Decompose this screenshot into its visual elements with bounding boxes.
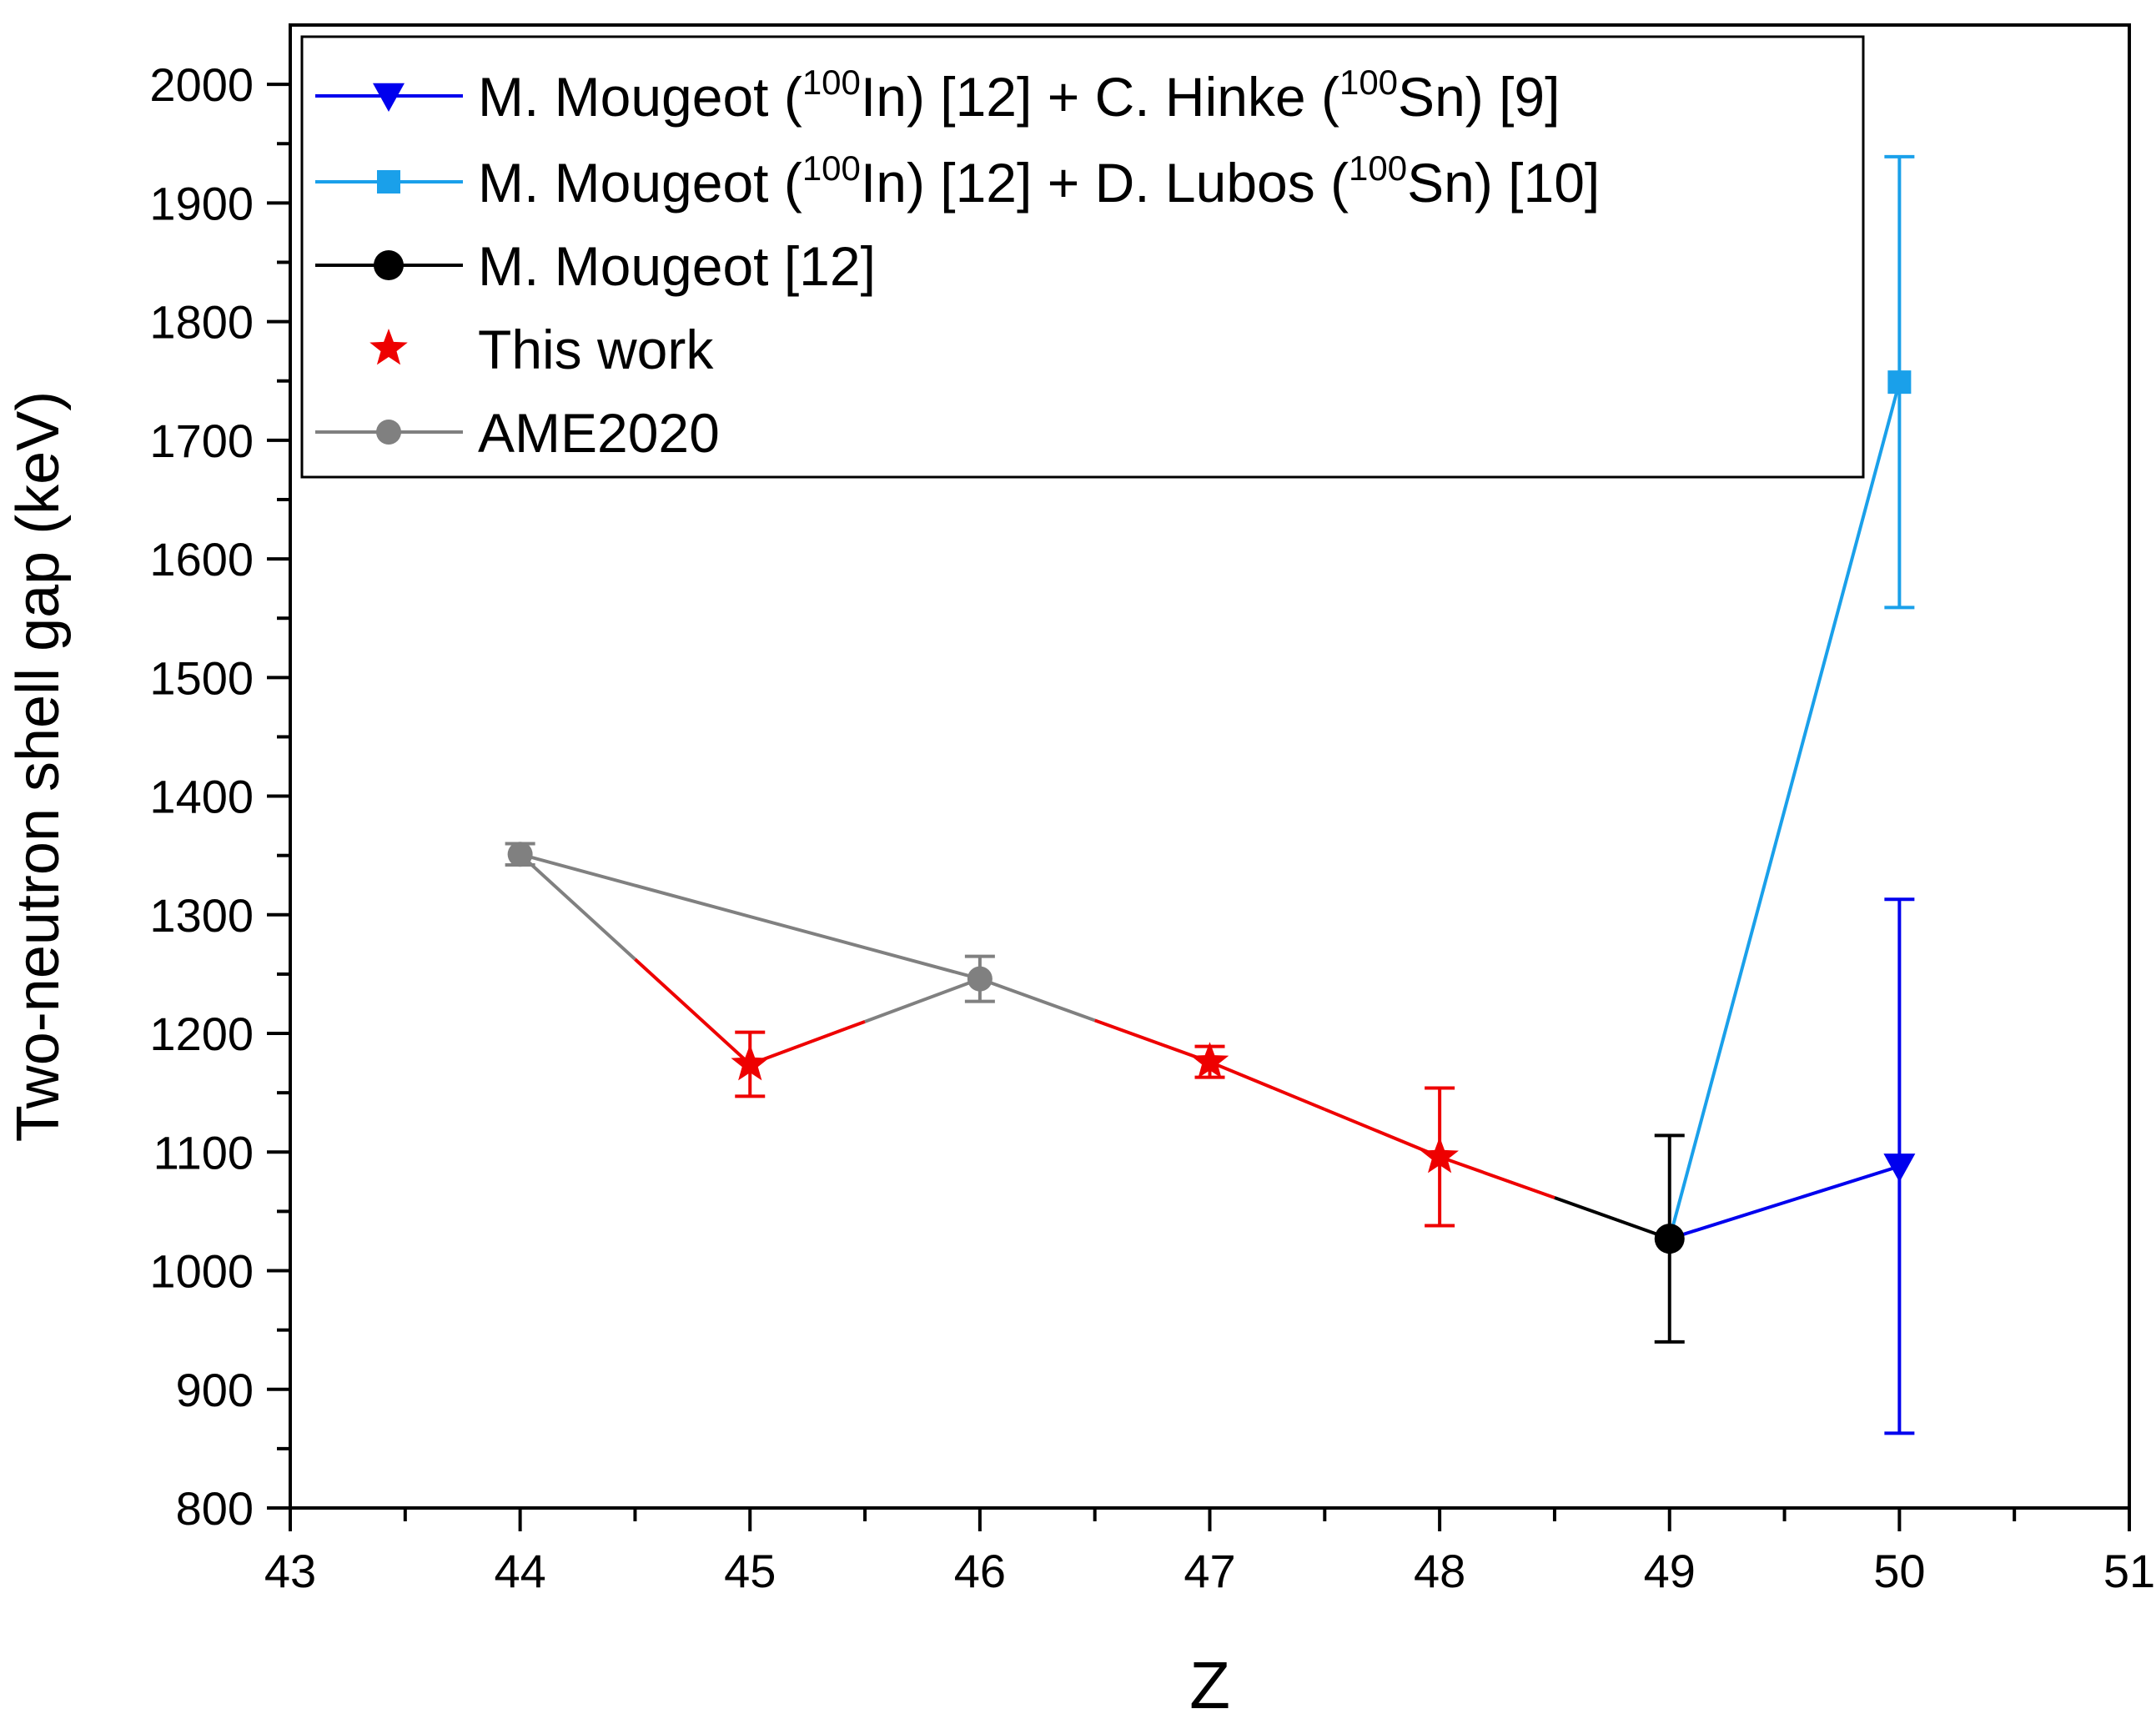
hinke-series-line — [1669, 1164, 1900, 1241]
this-work-point — [1420, 1137, 1459, 1174]
legend-marker-mougeot — [374, 250, 404, 280]
y-tick-label: 1200 — [149, 1008, 254, 1060]
lubos-point — [1887, 370, 1912, 395]
legend-text-part: M. Mougeot [12] — [478, 235, 876, 297]
y-tick-label: 2000 — [149, 58, 254, 111]
lubos-series-line — [1667, 381, 1902, 1239]
legend-text-part: Sn) [9] — [1398, 66, 1560, 128]
connecting-line-segment — [1554, 1196, 1671, 1240]
legend-text-part: AME2020 — [478, 402, 720, 464]
x-tick-label: 45 — [724, 1545, 776, 1597]
legend-marker-lubos — [377, 170, 400, 194]
y-tick-label: 1100 — [153, 1126, 254, 1179]
x-tick-label: 50 — [1873, 1545, 1925, 1597]
legend-superscript: 100 — [1349, 148, 1407, 188]
legend-box — [300, 35, 1865, 479]
axis-ticks: 43 44 45 46 47 48 49 50 51 800 900 1000 1100 1200 1300… — [149, 58, 2155, 1597]
y-tick-label: 1800 — [149, 296, 254, 349]
legend-text-part: M. Mougeot ( — [478, 152, 802, 214]
ame2020-series-line — [520, 852, 981, 981]
x-tick-label: 46 — [954, 1545, 1006, 1597]
x-tick-label: 51 — [2103, 1545, 2155, 1597]
hinke-point — [1883, 1154, 1916, 1183]
legend-text-part: This work — [478, 319, 714, 380]
plot-frame — [289, 23, 2131, 1510]
legend: M. Mougeot (100In) [12] + C. Hinke (100S… — [300, 35, 1865, 479]
legend-superscript: 100 — [802, 63, 861, 102]
connecting-line-segment — [864, 977, 981, 1023]
x-axis-label: Z — [1189, 1648, 1230, 1722]
y-tick-label: 1300 — [149, 889, 254, 942]
mougeot-point — [1654, 1224, 1685, 1254]
legend-marker-hinke — [373, 83, 405, 112]
x-tick-label: 49 — [1644, 1545, 1696, 1597]
connecting-line-segment — [749, 1019, 866, 1066]
legend-label-lubos: M. Mougeot (100In) [12] + D. Lubos (100S… — [478, 148, 1600, 214]
x-tick-label: 44 — [494, 1545, 545, 1597]
legend-label-this-work: This work — [478, 319, 714, 380]
legend-marker-this-work — [369, 329, 408, 365]
connecting-line-segment — [1324, 1108, 1440, 1159]
x-tick-label: 43 — [264, 1545, 316, 1597]
legend-superscript: 100 — [1339, 63, 1398, 102]
legend-superscript: 100 — [802, 148, 861, 188]
legend-label-mougeot: M. Mougeot [12] — [478, 235, 876, 297]
data-lines — [519, 381, 1902, 1241]
y-tick-label: 1900 — [149, 177, 254, 229]
y-tick-label: 1400 — [149, 771, 254, 823]
y-tick-label: 1600 — [149, 533, 254, 586]
y-axis-label: Two-neutron shell gap (keV) — [5, 391, 72, 1142]
legend-label-ame2020: AME2020 — [478, 402, 720, 464]
y-tick-label: 1000 — [149, 1245, 254, 1298]
this-work-point — [1190, 1042, 1229, 1078]
connecting-line-segment — [519, 852, 636, 961]
x-tick-label: 48 — [1414, 1545, 1465, 1597]
y-tick-label: 800 — [176, 1482, 254, 1535]
connecting-line-segment — [1439, 1155, 1555, 1199]
data-markers — [507, 370, 1916, 1254]
y-tick-label: 1500 — [149, 651, 254, 704]
this-work-point — [731, 1044, 770, 1081]
y-tick-label: 1700 — [149, 415, 254, 467]
connecting-line-segment — [1094, 1018, 1211, 1064]
connecting-line-segment — [979, 977, 1096, 1023]
connecting-line-segment — [634, 957, 751, 1066]
legend-text-part: In) [12] + D. Lubos ( — [861, 152, 1349, 214]
legend-text-part: Sn) [10] — [1407, 152, 1600, 214]
y-tick-label: 900 — [176, 1364, 254, 1416]
legend-text-part: In) [12] + C. Hinke ( — [861, 66, 1339, 128]
ame2020-point — [967, 966, 993, 992]
legend-label-hinke: M. Mougeot (100In) [12] + C. Hinke (100S… — [478, 63, 1560, 128]
legend-text-part: M. Mougeot ( — [478, 66, 802, 128]
connecting-line-segment — [1209, 1060, 1326, 1111]
legend-marker-ame2020 — [376, 420, 401, 445]
ame2020-point — [507, 842, 533, 867]
x-tick-label: 47 — [1184, 1545, 1235, 1597]
